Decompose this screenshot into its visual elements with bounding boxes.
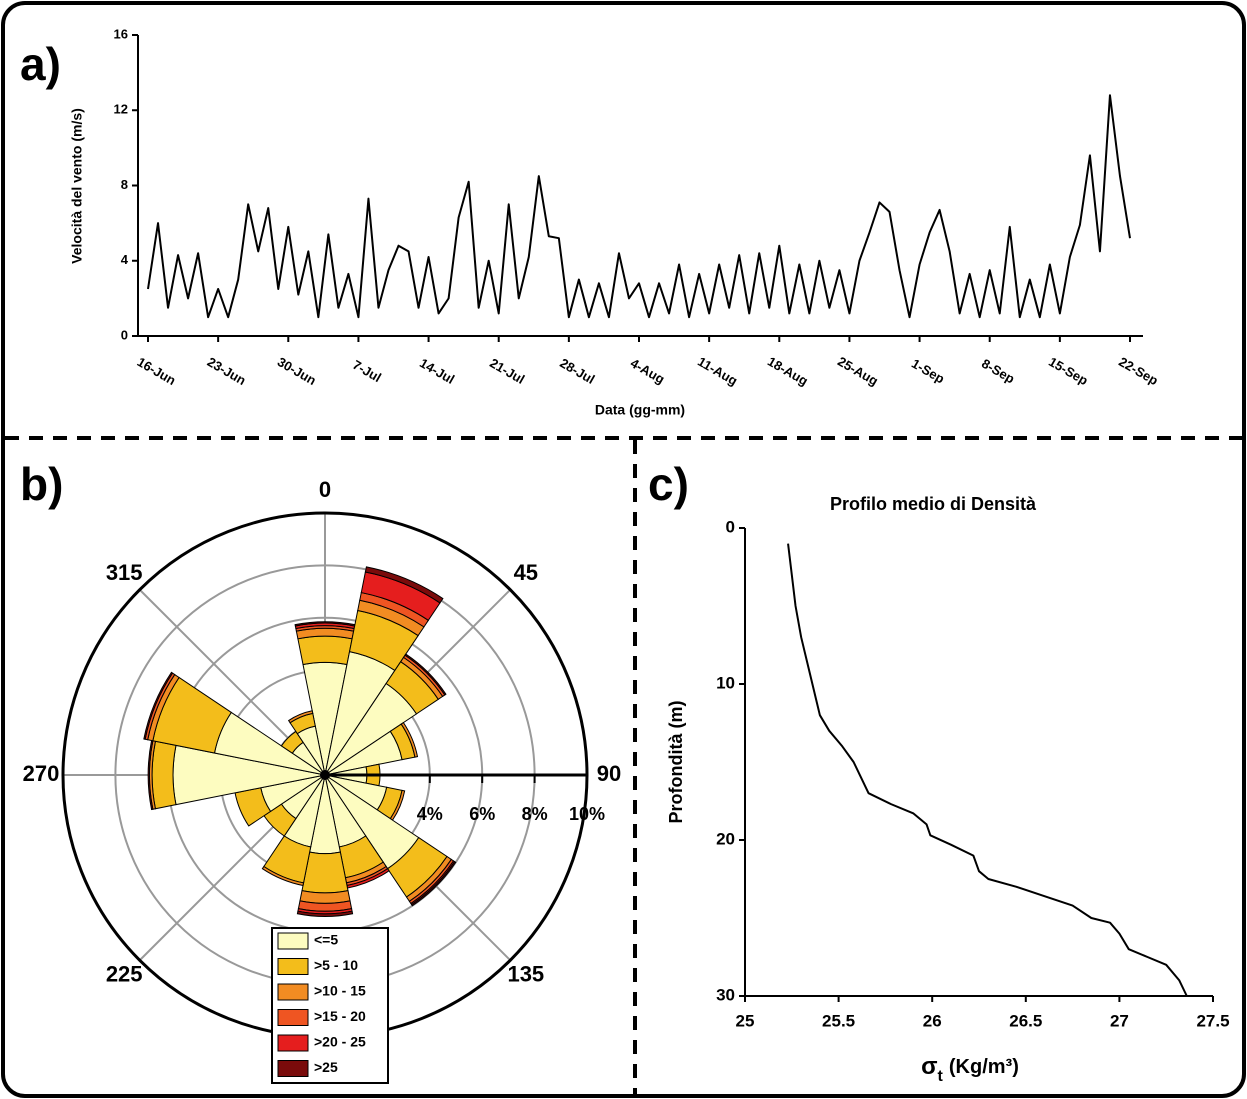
x-tick-label: 26 — [923, 1011, 942, 1030]
y-tick-label: 4 — [121, 252, 129, 267]
y-tick-label: 0 — [726, 517, 735, 536]
rose-segment — [151, 740, 177, 810]
radial-tick-label: 6% — [469, 804, 495, 824]
rose-segment — [299, 890, 351, 904]
legend-label: >25 — [314, 1059, 338, 1075]
legend-box — [271, 927, 389, 1084]
x-tick-label: 4-Aug — [628, 355, 667, 386]
rose-segment — [297, 635, 353, 666]
legend-label: >5 - 10 — [314, 957, 358, 973]
legend-swatch — [277, 983, 309, 1001]
legend-swatch — [277, 932, 309, 950]
legend-swatch — [277, 1034, 309, 1052]
panel-label: b) — [20, 458, 63, 510]
x-tick-label: 1-Sep — [909, 356, 947, 387]
angle-label: 90 — [597, 761, 621, 786]
x-tick-label: 25 — [736, 1011, 755, 1030]
y-tick-label: 10 — [716, 673, 735, 692]
y-tick-label: 12 — [114, 102, 128, 117]
rose-segment — [364, 566, 444, 604]
y-tick-label: 0 — [121, 327, 128, 342]
rose-segment — [404, 653, 447, 696]
x-tick-label: 28-Jul — [557, 355, 597, 387]
x-tick-label: 18-Aug — [765, 354, 811, 389]
x-tick-label: 7-Jul — [350, 357, 384, 385]
x-axis-label-subscript: t — [938, 1068, 944, 1085]
rose-segment — [261, 865, 305, 887]
legend-swatch — [277, 1060, 309, 1077]
x-tick-label: 14-Jul — [417, 355, 457, 387]
x-axis-label: Data (gg-mm) — [595, 402, 685, 418]
x-tick-label: 27 — [1110, 1011, 1129, 1030]
panel-label: c) — [648, 458, 689, 510]
x-tick-label: 25-Aug — [835, 354, 881, 389]
rose-segment — [296, 910, 354, 917]
x-axis-label: σt (Kg/m³) — [921, 1053, 1019, 1084]
radial-tick-label: 4% — [417, 804, 443, 824]
x-tick-label: 15-Sep — [1046, 354, 1090, 388]
x-tick-label: 21-Jul — [487, 355, 527, 387]
legend-swatch — [277, 1009, 309, 1026]
data-line — [147, 94, 1131, 319]
y-tick-label: 30 — [716, 985, 735, 1004]
chart-title: Profilo medio di Densità — [830, 494, 1037, 514]
x-tick-label: 26.5 — [1009, 1011, 1042, 1030]
y-tick-label: 16 — [114, 26, 128, 41]
angle-label: 315 — [106, 560, 143, 585]
angle-label: 225 — [106, 962, 143, 987]
x-tick-label: 25.5 — [822, 1011, 855, 1030]
legend-label: >10 - 15 — [314, 983, 366, 999]
legend-label: >15 - 20 — [314, 1008, 366, 1024]
rose-segment — [143, 671, 174, 740]
x-tick-label: 27.5 — [1196, 1011, 1229, 1030]
angle-label: 45 — [514, 560, 538, 585]
legend-swatch — [277, 958, 309, 975]
data-line — [787, 543, 1188, 997]
x-tick-label: 8-Sep — [979, 356, 1017, 387]
y-axis-label: Velocità del vento (m/s) — [69, 108, 85, 264]
panel-label: a) — [20, 38, 61, 90]
x-tick-label: 11-Aug — [695, 354, 740, 389]
rose-segment — [410, 860, 457, 907]
center — [320, 770, 330, 780]
radial-tick-label: 10% — [569, 804, 605, 824]
angle-label: 135 — [507, 962, 544, 987]
x-tick-label: 16-Jun — [135, 354, 179, 388]
y-tick-label: 8 — [121, 177, 128, 192]
legend-label: >20 - 25 — [314, 1034, 366, 1050]
x-tick-label: 22-Sep — [1116, 354, 1160, 388]
rose-segment — [400, 721, 419, 758]
y-tick-label: 20 — [716, 829, 735, 848]
legend-label: <=5 — [314, 932, 338, 948]
angle-label: 0 — [319, 477, 331, 502]
x-tick-label: 23-Jun — [205, 354, 249, 388]
rose-segment — [287, 710, 314, 724]
y-axis-label: Profondità (m) — [666, 701, 686, 824]
x-axis-label-unit: (Kg/m³) — [949, 1056, 1019, 1078]
radial-tick-label: 8% — [522, 804, 548, 824]
x-axis-label-symbol: σ — [921, 1053, 937, 1080]
x-tick-label: 30-Jun — [275, 354, 319, 388]
angle-label: 270 — [23, 761, 60, 786]
